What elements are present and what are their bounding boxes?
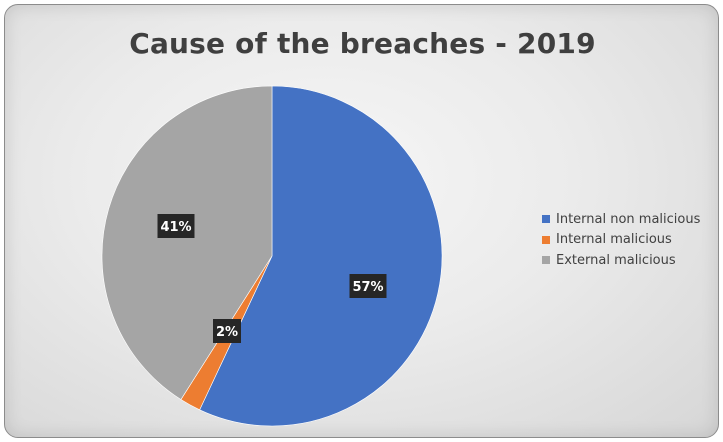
pie-chart: 57% 2% 41% xyxy=(101,85,443,427)
data-label-external-malicious: 41% xyxy=(157,214,195,238)
chart-title: Cause of the breaches - 2019 xyxy=(129,27,596,60)
legend-swatch xyxy=(542,215,550,224)
pie-slice-internal-non-malicious xyxy=(199,85,443,427)
svg-text:41%: 41% xyxy=(160,220,191,235)
legend-swatch xyxy=(542,235,550,244)
data-label-internal-malicious: 2% xyxy=(213,319,241,343)
chart-area: Cause of the breaches - 2019 57% 2% 41% In… xyxy=(4,4,719,438)
legend-label: External malicious xyxy=(556,252,676,268)
data-label-internal-non-malicious: 57% xyxy=(349,274,387,298)
svg-text:57%: 57% xyxy=(352,280,383,295)
legend-label: Internal non malicious xyxy=(556,211,701,227)
legend-item: Internal malicious xyxy=(542,230,700,251)
svg-text:2%: 2% xyxy=(216,325,238,340)
legend-item: External malicious xyxy=(542,250,700,271)
legend-label: Internal malicious xyxy=(556,232,672,248)
legend-item: Internal non malicious xyxy=(542,209,700,230)
chart-legend: Internal non malicious Internal malicious… xyxy=(542,209,700,271)
legend-swatch xyxy=(542,256,550,265)
